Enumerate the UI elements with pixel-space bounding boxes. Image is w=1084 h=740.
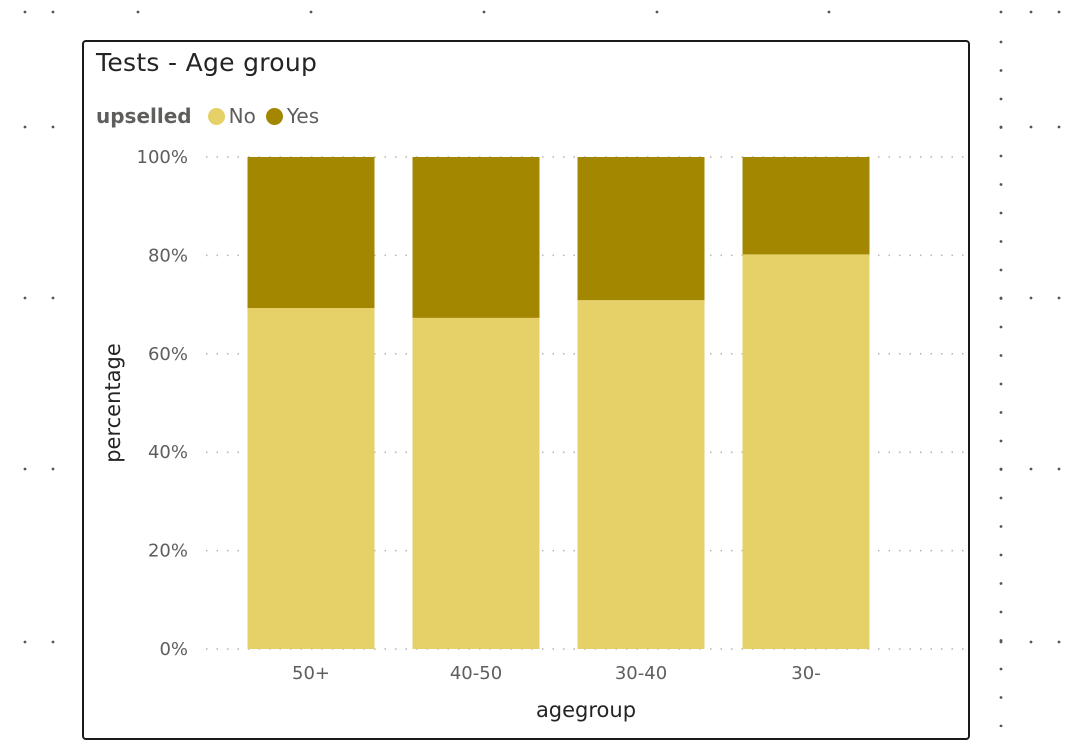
canvas-dot: [999, 411, 1003, 414]
canvas-dot: [999, 639, 1003, 642]
bar-yes-40-50[interactable]: [412, 157, 540, 318]
canvas-dot: [51, 467, 55, 471]
canvas-dot: [999, 211, 1003, 215]
canvas-dot: [999, 126, 1003, 129]
y-axis-title: percentage: [101, 343, 125, 463]
y-tick-label: 20%: [148, 541, 188, 562]
canvas-dot: [1029, 10, 1033, 14]
canvas-dot: [136, 10, 140, 14]
x-axis-title: agegroup: [536, 698, 636, 722]
x-tick-label: 30-40: [615, 663, 667, 684]
bar-yes-50+[interactable]: [247, 157, 375, 309]
canvas-dot: [827, 10, 831, 14]
bar-no-50+[interactable]: [247, 308, 375, 649]
canvas-dot: [23, 125, 27, 129]
legend-title: upselled: [96, 104, 192, 128]
canvas-dot: [999, 69, 1003, 72]
y-tick-label: 0%: [159, 639, 188, 660]
canvas-dot: [309, 10, 313, 14]
bar-yes-30-40[interactable]: [577, 157, 705, 301]
legend-item-yes[interactable]: Yes: [265, 104, 320, 128]
canvas-dot: [999, 667, 1003, 671]
legend-label-no: No: [228, 104, 256, 128]
canvas-dot: [1029, 296, 1033, 300]
bar-no-40-50[interactable]: [412, 317, 540, 649]
canvas-dot: [1029, 467, 1033, 471]
y-tick-label: 60%: [148, 344, 188, 365]
canvas-dot: [1029, 125, 1033, 129]
canvas-dot: [999, 297, 1003, 300]
bar-no-30-[interactable]: [742, 254, 870, 649]
legend-item-no[interactable]: No: [207, 104, 256, 128]
bar-chart: 0% 20% 40% 60% 80% 100% 50+ 40-50 30-40 30- agegro…: [101, 147, 966, 722]
bar-no-30-40[interactable]: [577, 300, 705, 649]
canvas-dot: [23, 467, 27, 471]
canvas-dot: [51, 125, 55, 129]
canvas-dot: [999, 496, 1003, 500]
canvas-dot: [51, 10, 55, 14]
legend-label-yes: Yes: [286, 104, 320, 128]
canvas-dot: [1029, 640, 1033, 644]
canvas-dot: [23, 640, 27, 644]
canvas-dot: [999, 354, 1003, 357]
canvas-dot: [999, 97, 1003, 101]
canvas-dot: [999, 40, 1003, 44]
canvas-dot: [999, 10, 1003, 14]
canvas-dot: [23, 10, 27, 14]
canvas-dot: [999, 268, 1003, 272]
legend: upselled No Yes: [96, 104, 329, 128]
canvas-dot: [51, 640, 55, 644]
canvas-dot: [999, 582, 1003, 585]
canvas-dot: [1057, 640, 1061, 644]
canvas-dot: [23, 296, 27, 300]
canvas-dot: [999, 468, 1003, 471]
y-tick-label: 80%: [148, 245, 188, 266]
canvas-dot: [999, 696, 1003, 699]
canvas-dot: [1057, 10, 1061, 14]
canvas-dot: [999, 553, 1003, 557]
chart-title: Tests - Age group: [96, 48, 318, 77]
canvas-dot: [999, 610, 1003, 614]
canvas-dot: [999, 525, 1003, 528]
canvas-dot: [999, 382, 1003, 386]
x-tick-label: 30-: [791, 663, 820, 684]
canvas-dot: [999, 724, 1003, 727]
canvas-dot: [999, 183, 1003, 186]
x-tick-label: 40-50: [450, 663, 502, 684]
canvas-dot: [482, 10, 486, 14]
bar-yes-30-[interactable]: [742, 157, 870, 255]
canvas-dot: [1057, 296, 1061, 300]
chart-visual[interactable]: Tests - Age group upselled No Yes 0% 20% 4…: [82, 40, 970, 740]
canvas-dot: [999, 154, 1003, 158]
legend-swatch-yes: [265, 107, 283, 125]
y-tick-label: 100%: [137, 147, 188, 168]
canvas-dot: [999, 325, 1003, 329]
legend-swatch-no: [207, 107, 225, 125]
x-tick-label: 50+: [292, 663, 330, 684]
y-tick-label: 40%: [148, 442, 188, 463]
canvas-dot: [51, 296, 55, 300]
canvas-dot: [999, 240, 1003, 243]
canvas-dot: [999, 439, 1003, 443]
canvas-dot: [655, 10, 659, 14]
canvas-dot: [1057, 467, 1061, 471]
canvas-dot: [1057, 125, 1061, 129]
